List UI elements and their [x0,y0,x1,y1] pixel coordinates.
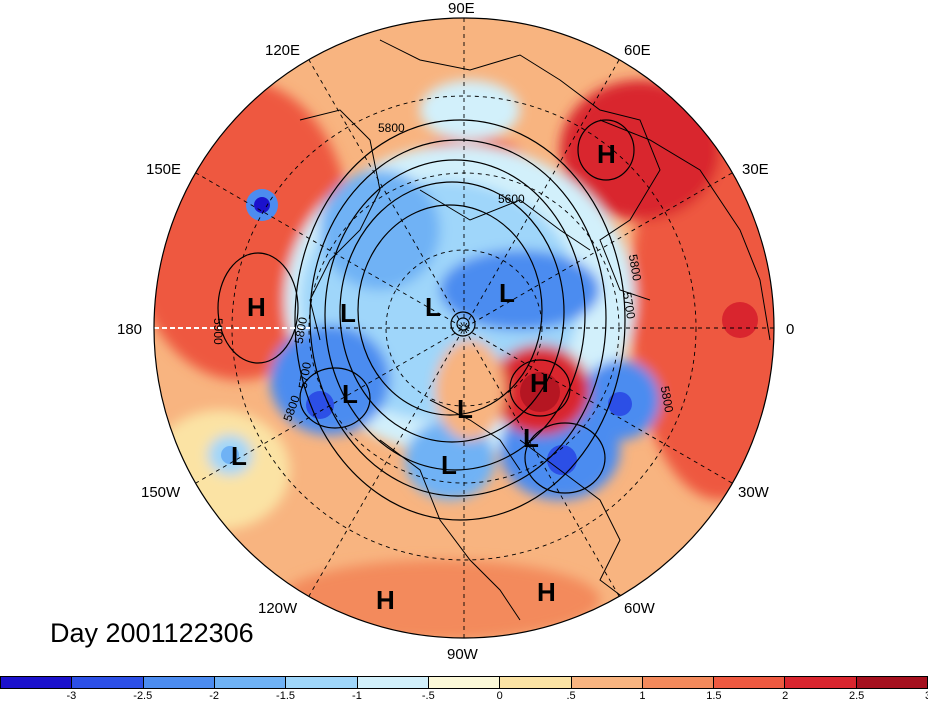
contour-labels: 5600 5800 5800 5700 5800 5900 5800 5700 … [211,121,676,423]
colorbar-tick-label: 1.5 [706,690,722,702]
lon-label-150e: 150E [146,161,181,178]
map-title: Day 2001122306 [50,618,254,648]
contour-label-5900: 5900 [211,318,225,345]
low-center: L [231,441,247,471]
contour-label-5800-top: 5800 [378,121,405,135]
map-border [153,17,775,639]
colorbar-tick-label: -2 [209,690,220,702]
lon-label-90w: 90W [447,646,479,663]
colorbar-swatch [357,677,429,688]
lon-label-0: 0 [786,321,794,338]
colorbar-swatch [856,677,928,688]
low-center: L [523,423,539,453]
low-center: L [340,298,356,328]
colorbar-swatch [785,677,857,688]
high-center: H [247,292,266,322]
colorbar-swatch [214,677,287,688]
colorbar-swatch [428,677,501,688]
contour-label-5600: 5600 [498,192,525,206]
colorbar-swatch [571,677,643,688]
colorbar-swatch [72,677,144,688]
contour-label-5800-lowright: 5800 [658,385,676,414]
lon-label-60e: 60E [624,42,651,59]
contour-label-5700: 5700 [296,361,314,390]
colorbar-ticks: -3 -2.5 -2 -1.5 -1 -.5 0 .5 1 1.5 2 2.5 3 [0,690,928,702]
colorbar-swatch [1,677,73,688]
contour-label-5800-left: 5800 [292,316,310,345]
colorbar-tick-label: 3 [925,690,928,702]
longitude-labels: 90E 60E 30E 0 30W 60W 90W 120W 150W 180 … [117,0,794,663]
colorbar-swatch [143,677,215,688]
low-center: L [425,292,441,322]
colorbar-tick-label: -2.5 [133,690,153,702]
colorbar-tick-label: .5 [566,690,576,702]
low-center: L [499,278,515,308]
contour-label-5800-right: 5800 [626,253,644,282]
lon-label-60w: 60W [624,600,656,617]
colorbar-tick-label: -3 [66,690,77,702]
grid [154,18,774,638]
low-center: L [441,450,457,480]
colorbar [0,676,928,689]
lon-label-180: 180 [117,321,142,338]
lon-label-30w: 30W [738,484,770,501]
anomaly-field [154,18,774,638]
low-center: L [342,379,358,409]
colorbar-tick-label: -.5 [421,690,435,702]
colorbar-tick-label: 1 [639,690,646,702]
colorbar-tick-label: 0 [496,690,503,702]
colorbar-swatch [286,677,358,688]
colorbar-swatch [642,677,715,688]
pressure-centers: H H H H H L L L L L L L L [231,139,616,615]
lon-label-30e: 30E [742,161,769,178]
lon-label-90e: 90E [448,0,475,17]
colorbar-swatch [500,677,572,688]
high-center: H [376,585,395,615]
colorbar-tick-label: -1 [352,690,362,702]
contour-label-5700-right: 5700 [620,291,638,320]
lon-label-150w: 150W [141,484,181,501]
lon-label-120w: 120W [258,600,298,617]
coastlines [299,39,771,621]
colorbar-tick-label: 2 [782,690,789,702]
height-contours [217,119,635,521]
colorbar-tick-label: 2.5 [848,690,865,702]
high-center: H [537,577,556,607]
lon-label-120e: 120E [265,42,300,59]
colorbar-swatch [714,677,786,688]
high-center: H [597,139,616,169]
colorbar-tick-label: -1.5 [276,690,296,702]
high-center: H [530,368,549,398]
low-center: L [457,394,473,424]
